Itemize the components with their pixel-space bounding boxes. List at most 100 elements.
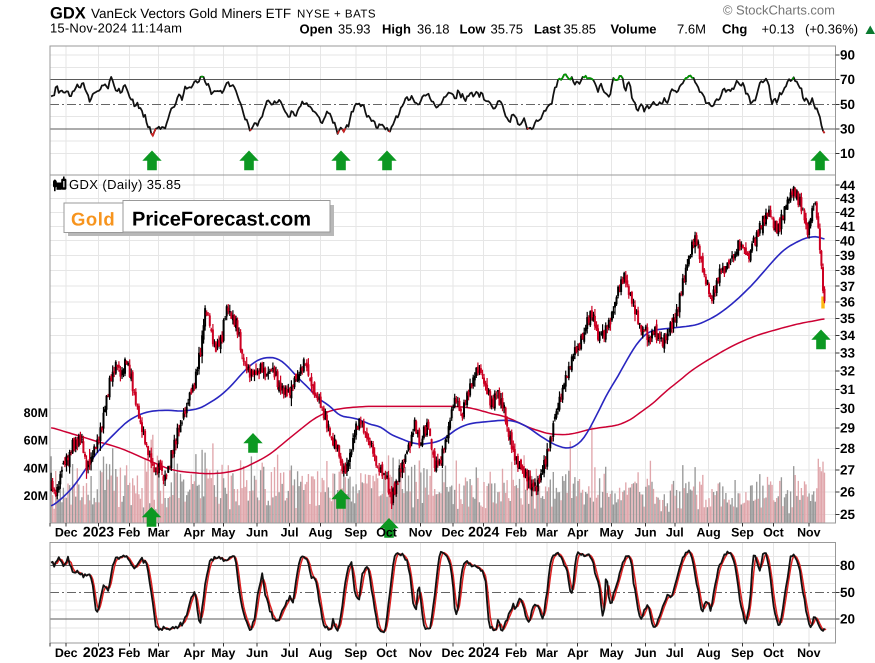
svg-text:Dec: Dec bbox=[55, 526, 78, 540]
svg-text:2024: 2024 bbox=[468, 524, 499, 540]
svg-text:7.6M: 7.6M bbox=[677, 22, 706, 37]
svg-text:35: 35 bbox=[840, 311, 856, 326]
svg-text:© StockCharts.com: © StockCharts.com bbox=[723, 3, 835, 18]
svg-text:May: May bbox=[211, 526, 235, 540]
svg-text:28: 28 bbox=[840, 441, 856, 456]
svg-text:29: 29 bbox=[840, 421, 855, 436]
svg-text:Feb: Feb bbox=[505, 526, 527, 540]
svg-text:36: 36 bbox=[840, 295, 856, 310]
svg-text:Sep: Sep bbox=[731, 646, 754, 660]
svg-text:26: 26 bbox=[840, 484, 856, 499]
svg-text:Apr: Apr bbox=[183, 646, 205, 660]
svg-text:35.93: 35.93 bbox=[338, 22, 371, 37]
svg-text:10: 10 bbox=[840, 146, 855, 161]
svg-text:Aug: Aug bbox=[697, 526, 721, 540]
svg-text:Mar: Mar bbox=[536, 646, 558, 660]
svg-text:Dec: Dec bbox=[442, 526, 465, 540]
svg-text:35.85: 35.85 bbox=[564, 22, 597, 37]
svg-text:Nov: Nov bbox=[797, 646, 821, 660]
svg-text:60M: 60M bbox=[24, 434, 48, 448]
svg-text:GDX: GDX bbox=[50, 5, 86, 23]
svg-text:35.75: 35.75 bbox=[491, 22, 524, 37]
svg-text:Sep: Sep bbox=[731, 526, 754, 540]
svg-text:+0.13: +0.13 bbox=[762, 22, 795, 37]
svg-text:Mar: Mar bbox=[148, 646, 170, 660]
svg-text:2023: 2023 bbox=[83, 524, 114, 540]
svg-text:Nov: Nov bbox=[409, 526, 433, 540]
svg-text:Sep: Sep bbox=[344, 526, 367, 540]
svg-text:70: 70 bbox=[840, 72, 855, 87]
svg-text:25: 25 bbox=[840, 507, 856, 522]
svg-text:33: 33 bbox=[840, 345, 856, 360]
svg-text:43: 43 bbox=[840, 191, 856, 206]
svg-text:15-Nov-2024 11:14am: 15-Nov-2024 11:14am bbox=[50, 21, 182, 36]
svg-text:Oct: Oct bbox=[763, 526, 784, 540]
svg-text:Jun: Jun bbox=[634, 526, 656, 540]
svg-text:Jul: Jul bbox=[281, 526, 299, 540]
svg-text:50: 50 bbox=[840, 97, 855, 112]
svg-text:Mar: Mar bbox=[148, 526, 170, 540]
svg-text:PriceForecast.com: PriceForecast.com bbox=[132, 209, 311, 231]
svg-text:Jun: Jun bbox=[246, 646, 268, 660]
svg-text:80M: 80M bbox=[24, 406, 48, 420]
svg-text:Apr: Apr bbox=[567, 526, 589, 540]
svg-text:20M: 20M bbox=[24, 489, 48, 503]
svg-text:Oct: Oct bbox=[376, 646, 397, 660]
svg-text:NYSE + BATS: NYSE + BATS bbox=[297, 9, 376, 21]
svg-text:High: High bbox=[382, 22, 411, 37]
svg-text:34: 34 bbox=[840, 328, 856, 343]
svg-text:32: 32 bbox=[840, 363, 855, 378]
svg-text:Aug: Aug bbox=[308, 526, 332, 540]
svg-text:2023: 2023 bbox=[83, 644, 114, 660]
svg-text:40M: 40M bbox=[24, 461, 48, 475]
svg-text:Feb: Feb bbox=[505, 646, 527, 660]
svg-text:50: 50 bbox=[840, 585, 855, 600]
svg-text:Sep: Sep bbox=[344, 646, 367, 660]
svg-text:Nov: Nov bbox=[797, 526, 821, 540]
svg-text:Chg: Chg bbox=[722, 22, 747, 37]
svg-text:Low: Low bbox=[460, 22, 487, 37]
svg-text:Open: Open bbox=[300, 22, 333, 37]
svg-text:38: 38 bbox=[840, 263, 856, 278]
svg-text:Jul: Jul bbox=[666, 526, 684, 540]
svg-text:Apr: Apr bbox=[183, 526, 205, 540]
svg-text:44: 44 bbox=[840, 178, 856, 193]
svg-text:Nov: Nov bbox=[409, 646, 433, 660]
svg-text:May: May bbox=[600, 526, 624, 540]
svg-text:Jul: Jul bbox=[666, 646, 684, 660]
svg-text:Gold: Gold bbox=[71, 209, 115, 230]
svg-text:31: 31 bbox=[840, 382, 856, 397]
svg-text:Feb: Feb bbox=[118, 646, 140, 660]
svg-text:Mar: Mar bbox=[536, 526, 558, 540]
svg-text:Jul: Jul bbox=[281, 646, 299, 660]
svg-text:90: 90 bbox=[840, 48, 855, 63]
svg-text:41: 41 bbox=[840, 219, 856, 234]
svg-text:May: May bbox=[211, 646, 235, 660]
svg-text:Dec: Dec bbox=[442, 646, 465, 660]
svg-text:Volume: Volume bbox=[611, 22, 657, 37]
svg-text:80: 80 bbox=[840, 558, 855, 573]
svg-text:Feb: Feb bbox=[118, 526, 140, 540]
svg-text:Oct: Oct bbox=[376, 526, 397, 540]
svg-text:VanEck Vectors Gold Miners ETF: VanEck Vectors Gold Miners ETF bbox=[91, 6, 291, 21]
svg-text:(+0.36%): (+0.36%) bbox=[805, 22, 858, 37]
svg-text:40: 40 bbox=[840, 233, 855, 248]
svg-text:Aug: Aug bbox=[697, 646, 721, 660]
svg-text:Oct: Oct bbox=[763, 646, 784, 660]
svg-text:Last: Last bbox=[534, 22, 561, 37]
svg-text:30: 30 bbox=[840, 122, 855, 137]
svg-text:May: May bbox=[600, 646, 624, 660]
svg-text:30: 30 bbox=[840, 401, 855, 416]
svg-text:Jun: Jun bbox=[246, 526, 268, 540]
svg-text:36.18: 36.18 bbox=[417, 22, 450, 37]
svg-text:2024: 2024 bbox=[468, 644, 499, 660]
svg-text:Dec: Dec bbox=[55, 646, 78, 660]
svg-text:20: 20 bbox=[840, 612, 855, 627]
svg-text:Aug: Aug bbox=[308, 646, 332, 660]
svg-text:27: 27 bbox=[840, 462, 855, 477]
svg-text:Apr: Apr bbox=[567, 646, 589, 660]
svg-text:Jun: Jun bbox=[634, 646, 656, 660]
svg-text:GDX (Daily) 35.85: GDX (Daily) 35.85 bbox=[69, 177, 181, 192]
svg-text:42: 42 bbox=[840, 205, 855, 220]
svg-text:39: 39 bbox=[840, 248, 855, 263]
